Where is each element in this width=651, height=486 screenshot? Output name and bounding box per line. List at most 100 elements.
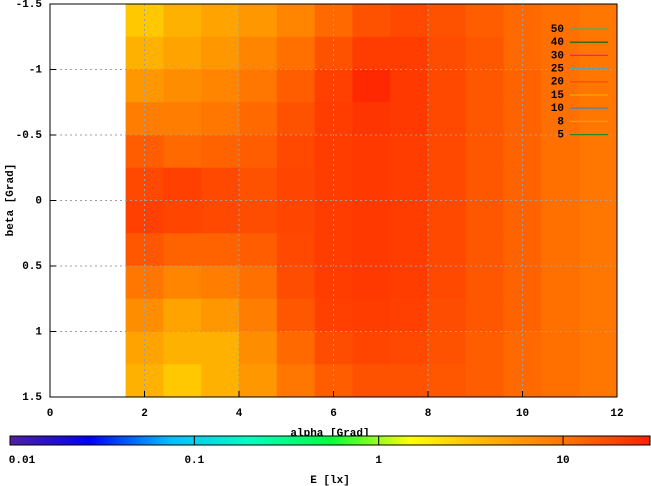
heat-cell	[465, 364, 505, 397]
heat-cell	[352, 167, 391, 201]
heatmap	[125, 4, 617, 397]
heat-cell	[163, 298, 202, 332]
heat-cell	[579, 4, 617, 38]
heat-cell	[428, 135, 467, 169]
heat-cell	[579, 266, 617, 300]
colorbar	[9, 435, 651, 446]
heat-cell	[239, 331, 278, 365]
colorbar-tick-label: 10	[556, 455, 569, 467]
heat-cell	[239, 36, 278, 70]
heat-cell	[163, 331, 202, 365]
heat-cell	[428, 331, 467, 365]
heat-cell	[541, 200, 580, 234]
heat-cell	[390, 4, 429, 38]
heat-cell	[390, 69, 429, 103]
heat-cell	[390, 364, 429, 397]
colorbar-tick-label: 0.01	[9, 455, 36, 467]
heat-cell	[201, 298, 240, 332]
heat-cell	[276, 200, 316, 234]
x-tick-label: 4	[236, 408, 243, 420]
heat-cell	[390, 266, 429, 300]
legend-label: 10	[551, 103, 564, 115]
heat-cell	[541, 4, 580, 38]
legend-label: 5	[557, 130, 564, 142]
heat-cell	[201, 266, 240, 300]
heat-cell	[465, 266, 505, 300]
heat-cell	[239, 102, 278, 136]
heat-cell	[541, 233, 580, 267]
y-tick-label: -1.5	[16, 0, 43, 11]
heat-cell	[276, 167, 316, 201]
legend-label: 30	[551, 50, 564, 62]
heat-cell	[428, 36, 467, 70]
heat-cell	[201, 4, 240, 38]
heat-cell	[314, 200, 353, 234]
heat-cell	[428, 69, 467, 103]
heat-cell	[239, 298, 278, 332]
heat-cell	[352, 266, 391, 300]
heat-cell	[465, 298, 505, 332]
heat-cell	[163, 135, 202, 169]
heat-cell	[276, 331, 316, 365]
heat-cell	[239, 4, 278, 38]
heat-cell	[125, 266, 164, 300]
heat-cell	[579, 102, 617, 136]
heat-cell	[465, 167, 505, 201]
heat-cell	[465, 135, 505, 169]
legend-label: 40	[551, 37, 564, 49]
heat-cell	[352, 4, 391, 38]
heat-cell	[163, 167, 202, 201]
heat-cell	[201, 135, 240, 169]
heat-cell	[201, 102, 240, 136]
legend-label: 8	[557, 116, 564, 128]
heat-cell	[541, 331, 580, 365]
heat-cell	[390, 135, 429, 169]
heat-cell	[541, 364, 580, 397]
heat-cell	[579, 135, 617, 169]
heat-cell	[352, 200, 391, 234]
heat-cell	[428, 102, 467, 136]
y-tick-label: 1.5	[22, 392, 42, 404]
heat-cell	[239, 233, 278, 267]
legend-label: 20	[551, 77, 564, 89]
heat-cell	[465, 69, 505, 103]
heat-cell	[465, 36, 505, 70]
heat-cell	[579, 298, 617, 332]
y-tick-label: -1	[29, 64, 43, 76]
legend-label: 25	[551, 64, 565, 76]
heat-cell	[465, 331, 505, 365]
heat-cell	[201, 200, 240, 234]
heat-cell	[201, 331, 240, 365]
heat-cell	[163, 4, 202, 38]
heat-cell	[541, 167, 580, 201]
heat-cell	[239, 364, 278, 397]
heat-cell	[503, 266, 542, 300]
x-tick-label: 2	[141, 408, 148, 420]
heat-cell	[163, 200, 202, 234]
heat-cell	[352, 364, 391, 397]
x-tick-label: 8	[425, 408, 432, 420]
heat-cell	[428, 167, 467, 201]
heat-cell	[352, 135, 391, 169]
heat-cell	[276, 364, 316, 397]
heat-cell	[541, 266, 580, 300]
heat-cell	[239, 200, 278, 234]
y-tick-label: 0	[35, 195, 42, 207]
x-tick-label: 0	[47, 408, 54, 420]
legend-label: 50	[551, 24, 564, 36]
heat-cell	[276, 4, 316, 38]
y-tick-label: 1	[35, 326, 42, 338]
x-tick-label: 10	[516, 408, 529, 420]
heat-cell	[239, 69, 278, 103]
plot-border	[49, 3, 618, 398]
heat-cell	[201, 36, 240, 70]
heat-cell	[579, 233, 617, 267]
heat-cell	[390, 36, 429, 70]
heat-cell	[352, 298, 391, 332]
heat-cell	[579, 364, 617, 397]
colorbar-label: E [lx]	[310, 475, 350, 486]
heat-cell	[201, 233, 240, 267]
heat-cell	[239, 167, 278, 201]
